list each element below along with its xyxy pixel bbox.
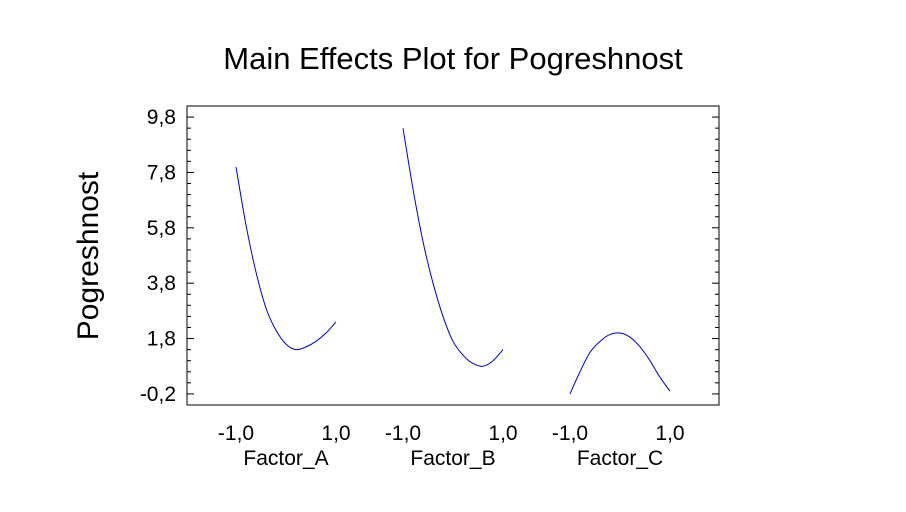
effect-line-factor-b xyxy=(402,128,504,367)
y-tick-label: -0,2 xyxy=(140,383,176,406)
effect-line-factor-a xyxy=(235,166,337,351)
y-tick-label: 3,8 xyxy=(147,272,176,295)
effect-line-factor-c xyxy=(569,332,671,395)
factor-label: Factor_C xyxy=(577,447,663,470)
y-tick-label: 1,8 xyxy=(147,328,176,351)
effect-lines xyxy=(235,128,671,395)
factor-label: Factor_B xyxy=(410,447,495,470)
x-tick-label: 1,0 xyxy=(321,422,350,445)
chart-title: Main Effects Plot for Pogreshnost xyxy=(223,41,683,76)
x-tick-label: -1,0 xyxy=(218,422,254,445)
factor-label: Factor_A xyxy=(243,447,328,470)
plot-frame xyxy=(186,105,720,406)
y-axis-label: Pogreshnost xyxy=(72,171,105,340)
y-axis: -0,2 1,8 3,8 5,8 7,8 9,8 xyxy=(140,106,719,406)
y-tick-label: 5,8 xyxy=(147,217,176,240)
y-tick-label: 7,8 xyxy=(147,161,176,184)
x-tick-label: -1,0 xyxy=(552,422,588,445)
y-tick-label: 9,8 xyxy=(147,106,176,129)
x-tick-label: 1,0 xyxy=(488,422,517,445)
x-tick-label: 1,0 xyxy=(655,422,684,445)
x-tick-label: -1,0 xyxy=(385,422,421,445)
